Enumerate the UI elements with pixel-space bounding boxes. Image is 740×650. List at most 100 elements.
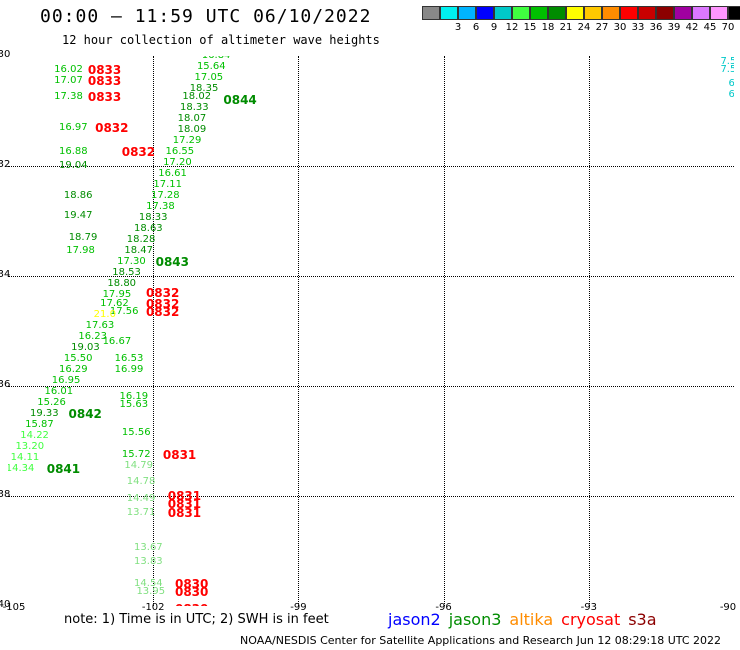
legend-label: 70 — [721, 22, 735, 33]
legend-label: 27 — [595, 22, 609, 33]
wave-height-value: 18.63 — [134, 223, 163, 235]
legend-swatch — [548, 6, 566, 20]
wave-height-value: 15.63 — [119, 399, 149, 411]
wave-height-value: 15.26 — [37, 396, 66, 408]
pass-time-label: 0831 — [162, 447, 197, 462]
satellite-legend: jason2 jason3 altika cryosat s3a — [388, 610, 665, 629]
legend-swatch — [620, 6, 638, 20]
grid-line-lat — [8, 386, 734, 387]
wave-height-value: 17.29 — [172, 135, 202, 147]
wave-height-value: 17.07 — [54, 74, 83, 86]
wave-height-value: 18.09 — [177, 124, 207, 136]
wave-height-value: 18.02 — [182, 91, 212, 103]
grid-line-lon — [443, 56, 445, 606]
wave-height-value: 16.61 — [158, 168, 187, 180]
pass-time-label: 0844 — [223, 93, 257, 107]
pass-time-label: 0830 — [174, 577, 209, 591]
wave-height-value: 13.71 — [126, 506, 156, 518]
wave-height-value: 16.84 — [202, 56, 231, 61]
wave-height-value: 17.63 — [85, 319, 115, 331]
legend-label: 39 — [667, 22, 681, 33]
wave-height-value: 16.29 — [59, 363, 88, 375]
wave-height-value: 14.22 — [20, 429, 49, 441]
wave-height-value: 14.11 — [10, 451, 40, 463]
pass-time-label: 0842 — [68, 406, 102, 421]
pass-time-label: 0832 — [95, 120, 129, 135]
wave-height-value: 18.53 — [112, 267, 141, 279]
lat-tick-label: -34 — [0, 269, 11, 280]
lat-tick-label: -32 — [0, 159, 11, 170]
legend-swatch — [584, 6, 602, 20]
wave-height-value: 16.67 — [102, 336, 132, 347]
pass-time-label: 0831 — [167, 489, 202, 503]
wave-height-value: 18.28 — [126, 234, 156, 246]
wave-height-value: 16.88 — [59, 146, 88, 158]
legend-label: 9 — [490, 22, 498, 33]
wave-height-value: 13.20 — [15, 440, 45, 452]
wave-height-value: 14.78 — [126, 476, 156, 488]
wave-height-value: 15.64 — [196, 61, 226, 72]
lon-tick-label: -105 — [2, 602, 26, 613]
wave-height-value: 14.49 — [126, 492, 156, 504]
credit-line: NOAA/NESDIS Center for Satellite Applica… — [240, 634, 722, 647]
pass-time-label: 0830 — [175, 603, 208, 606]
grid-line-lon — [588, 56, 590, 606]
grid-line-lon — [298, 56, 300, 606]
lon-tick-label: -90 — [719, 602, 737, 613]
wave-height-value: 18.80 — [107, 278, 137, 290]
lon-tick-label: -99 — [290, 602, 307, 613]
satellite-name: s3a — [628, 610, 657, 629]
legend-swatch — [512, 6, 530, 20]
lon-tick-label: -93 — [580, 602, 597, 613]
wave-height-value: 16.95 — [51, 374, 81, 386]
wave-height-map: 16.8415.6417.0518.3518.0218.3318.0718.09… — [8, 56, 734, 606]
legend-label: 3 — [454, 22, 462, 33]
wave-height-value: 19.04 — [59, 160, 88, 171]
pass-time-label: 0831 — [167, 497, 202, 512]
wave-height-value: 7.59 — [720, 56, 734, 67]
legend-swatch — [656, 6, 674, 20]
satellite-name: cryosat — [561, 610, 621, 629]
wave-height-value: 16.23 — [78, 330, 108, 342]
legend-swatch — [602, 6, 620, 20]
pass-time-label: 0832 — [145, 304, 180, 319]
pass-time-label: 0841 — [46, 461, 81, 476]
wave-height-value: 14.34 — [8, 462, 35, 474]
pass-time-label: 0832 — [121, 145, 156, 160]
legend-swatch — [476, 6, 494, 20]
wave-height-value: 15.87 — [25, 418, 54, 430]
wave-height-value: 17.11 — [153, 179, 183, 191]
wave-height-value: 16.99 — [114, 363, 144, 375]
lat-tick-label: -36 — [0, 379, 11, 390]
legend-label: 12 — [505, 22, 519, 33]
lat-tick-label: -30 — [0, 49, 11, 60]
legend-label: 42 — [685, 22, 699, 33]
wave-height-value: 15.72 — [121, 448, 151, 460]
pass-time-label: 0831 — [167, 505, 202, 520]
legend-swatch — [530, 6, 548, 20]
legend-swatch — [692, 6, 710, 20]
wave-height-value: 17.28 — [150, 190, 180, 202]
wave-height-value: 17.38 — [146, 201, 175, 213]
wave-height-value: 6.6 — [728, 77, 734, 89]
legend-label: 24 — [577, 22, 591, 33]
wave-height-value: 16.19 — [119, 391, 149, 402]
wave-height-value: 16.55 — [165, 146, 195, 158]
page-title: 00:00 – 11:59 UTC 06/10/2022 — [40, 6, 372, 27]
legend-swatch — [458, 6, 476, 20]
satellite-name: altika — [509, 610, 554, 629]
wave-height-value: 17.05 — [194, 72, 224, 83]
wave-height-value: 18.86 — [63, 190, 93, 202]
footer-notes: note: 1) Time is in UTC; 2) SWH is in fe… — [64, 612, 329, 627]
legend-swatch — [440, 6, 458, 20]
legend-swatch — [422, 6, 440, 20]
lat-tick-label: -38 — [0, 489, 11, 500]
legend-swatch — [494, 6, 512, 20]
legend-swatch — [638, 6, 656, 20]
legend-swatch — [710, 6, 728, 20]
grid-line-lat — [8, 276, 734, 277]
wave-height-value: 16.01 — [44, 385, 74, 397]
wave-height-value: 14.79 — [124, 459, 153, 471]
lon-tick-label: -96 — [435, 602, 452, 613]
legend-label: 30 — [613, 22, 627, 33]
